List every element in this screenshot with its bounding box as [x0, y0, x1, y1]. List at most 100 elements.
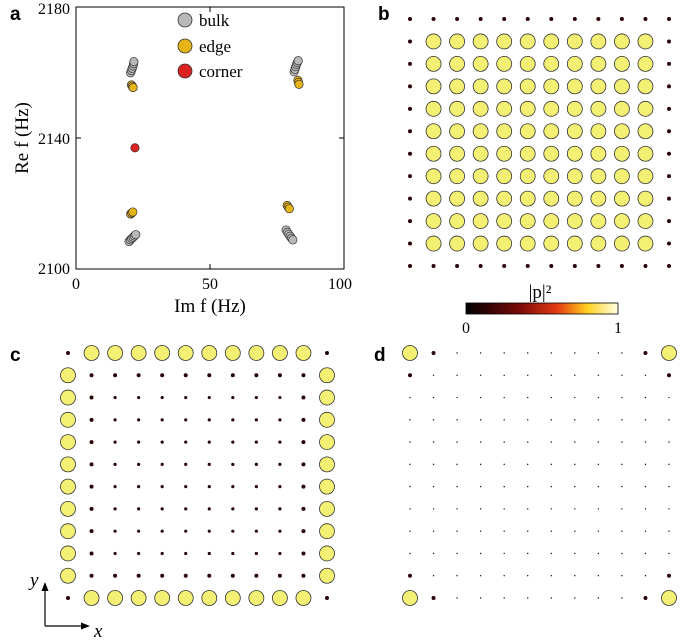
lattice-site: [184, 551, 188, 556]
lattice-site: [207, 373, 212, 378]
y-tick-label: 2180: [38, 1, 70, 18]
lattice-site: [619, 264, 624, 268]
lattice-site: [621, 530, 623, 532]
lattice-site: [543, 100, 560, 117]
lattice-site: [667, 373, 671, 378]
lattice-site: [272, 590, 288, 606]
lattice-site: [597, 597, 600, 599]
lattice-site: [543, 145, 560, 162]
lattice-site: [590, 123, 607, 140]
lattice-site: [472, 78, 489, 95]
x-axis-label: Im f (Hz): [174, 296, 246, 317]
lattice-site: [449, 213, 465, 229]
lattice-site: [455, 264, 460, 268]
panel-label-d: d: [374, 345, 386, 366]
lattice-site: [408, 129, 412, 134]
lattice-site: [456, 508, 458, 510]
lattice-site: [597, 352, 600, 354]
lattice-site: [409, 485, 411, 488]
panel-d-corner-mode-map: [402, 345, 677, 606]
lattice-site: [590, 168, 607, 185]
lattice-site: [472, 235, 489, 252]
lattice-site: [668, 552, 670, 555]
x-axis-indicator-label: x: [93, 621, 103, 642]
lattice-site: [402, 345, 418, 361]
colorbar-min-label: 0: [462, 320, 470, 337]
lattice-site: [113, 529, 117, 533]
lattice-site: [160, 485, 164, 489]
lattice-site: [479, 463, 482, 466]
lattice-site: [137, 462, 141, 466]
lattice-site: [637, 190, 654, 207]
lattice-site: [89, 440, 94, 445]
lattice-site: [230, 373, 235, 378]
lattice-site: [667, 61, 671, 66]
lattice-site: [637, 100, 654, 117]
lattice-site: [449, 235, 465, 252]
lattice-site: [456, 597, 458, 599]
lattice-site: [184, 462, 188, 466]
lattice-site: [408, 17, 412, 21]
lattice-site: [527, 419, 529, 421]
lattice-site: [503, 575, 505, 577]
lattice-site: [667, 219, 671, 224]
lattice-site: [637, 213, 654, 229]
lattice-site: [614, 123, 630, 140]
legend: bulk edge corner: [177, 11, 243, 81]
lattice-site: [160, 551, 164, 556]
lattice-site: [319, 545, 335, 562]
lattice-site: [137, 529, 141, 533]
lattice-site: [496, 100, 513, 117]
lattice-site: [432, 508, 435, 510]
lattice-site: [597, 419, 600, 421]
lattice-site: [254, 440, 258, 444]
lattice-site: [425, 190, 442, 207]
lattice-site: [207, 462, 211, 466]
lattice-site: [478, 264, 483, 268]
lattice-site: [597, 575, 600, 577]
lattice-site: [496, 56, 513, 72]
lattice-site: [449, 123, 465, 140]
lattice-site: [431, 17, 436, 21]
lattice-site: [408, 39, 412, 44]
legend-marker-corner: [177, 63, 193, 79]
lattice-site: [644, 508, 647, 510]
lattice-site: [550, 530, 552, 532]
lattice-site: [550, 374, 552, 376]
lattice-site: [160, 373, 165, 378]
lattice-site: [525, 264, 530, 268]
lattice-site: [301, 417, 306, 422]
lattice-site: [519, 145, 536, 162]
lattice-site: [668, 419, 670, 421]
lattice-site: [566, 145, 583, 162]
lattice-site: [644, 374, 647, 376]
lattice-site: [597, 374, 600, 376]
lattice-site: [301, 529, 306, 534]
lattice-site: [231, 395, 235, 400]
lattice-site: [184, 395, 188, 400]
lattice-site: [667, 174, 671, 179]
lattice-site: [184, 485, 188, 489]
lattice-site: [184, 507, 188, 511]
lattice-site: [550, 552, 552, 555]
lattice-site: [637, 123, 654, 140]
lattice-site: [319, 501, 335, 517]
lattice-site: [456, 441, 458, 443]
lattice-site: [550, 463, 552, 466]
lattice-site: [408, 264, 412, 268]
lattice-site: [254, 373, 259, 378]
lattice-site: [231, 551, 235, 556]
y-tick-label: 2140: [38, 131, 70, 148]
lattice-site: [478, 17, 483, 21]
lattice-site: [621, 552, 623, 555]
lattice-site: [160, 573, 165, 578]
lattice-site: [60, 411, 76, 428]
lattice-site: [644, 530, 647, 532]
lattice-site: [408, 61, 412, 66]
lattice-site: [408, 373, 412, 378]
lattice-site: [60, 523, 76, 540]
lattice-site: [597, 485, 600, 488]
lattice-site: [643, 351, 648, 355]
lattice-site: [503, 485, 505, 488]
